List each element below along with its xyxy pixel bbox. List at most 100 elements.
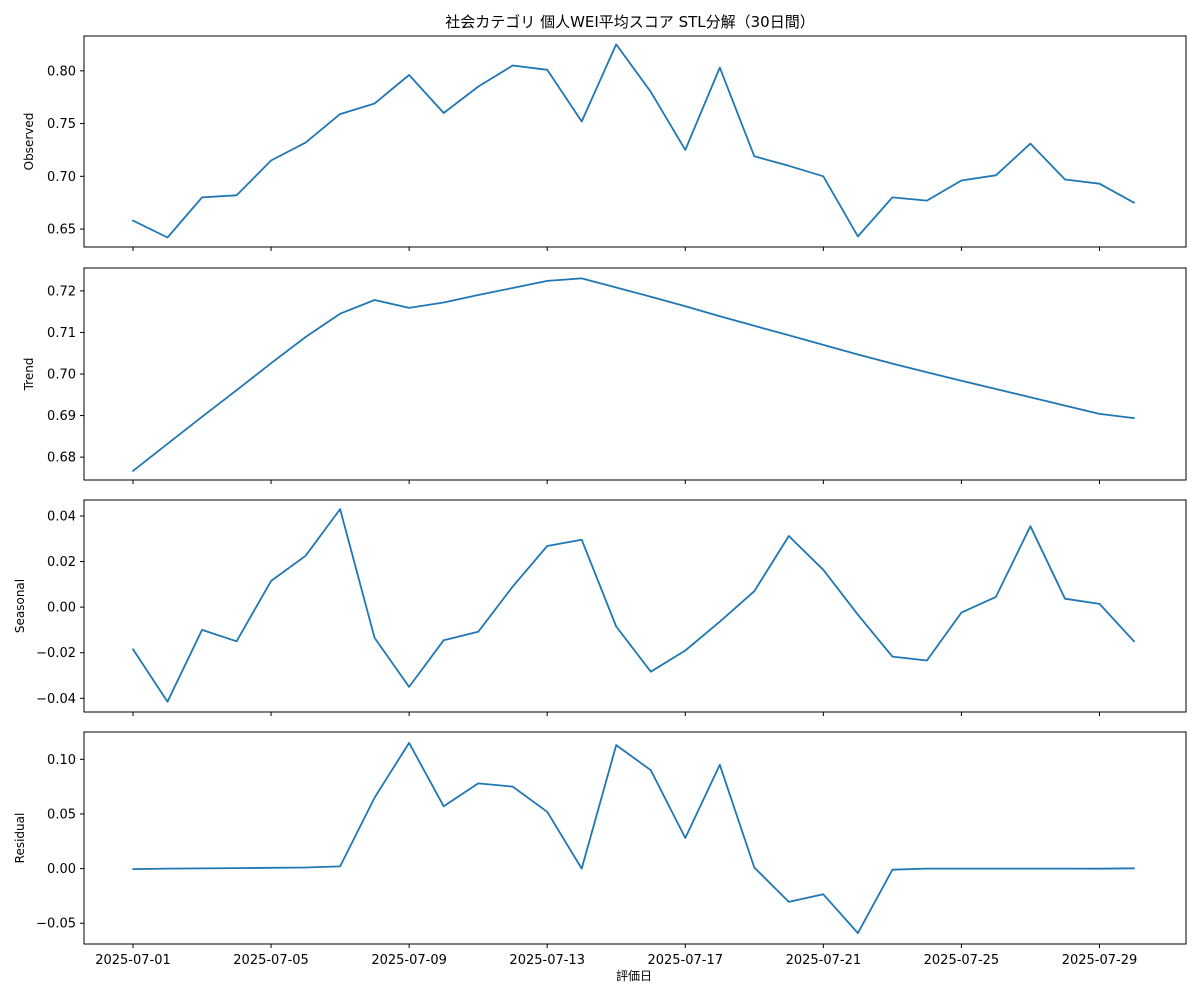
- data-point: [926, 868, 928, 870]
- data-point: [374, 299, 376, 301]
- data-point: [857, 614, 859, 616]
- data-point: [581, 277, 583, 279]
- data-point: [1064, 178, 1066, 180]
- data-point: [167, 701, 169, 703]
- data-point: [201, 196, 203, 198]
- x-tick-label: 2025-07-29: [1062, 953, 1138, 968]
- data-point: [684, 837, 686, 839]
- data-point: [512, 287, 514, 289]
- data-point: [270, 580, 272, 582]
- data-point: [339, 113, 341, 115]
- data-point: [1064, 868, 1066, 870]
- data-point: [995, 388, 997, 390]
- data-point: [719, 621, 721, 623]
- data-point: [788, 901, 790, 903]
- data-point: [305, 336, 307, 338]
- data-point: [581, 539, 583, 541]
- data-point: [581, 120, 583, 122]
- series-line-seasonal: [132, 508, 1135, 703]
- data-point: [443, 302, 445, 304]
- chart-title: 社会カテゴリ 個人WEI平均スコア STL分解（30日間）: [445, 13, 814, 31]
- y-tick-label: 0.80: [47, 64, 76, 79]
- y-tick-label: 0.70: [47, 368, 76, 383]
- data-point: [167, 443, 169, 445]
- data-point: [546, 69, 548, 71]
- data-point: [753, 325, 755, 327]
- data-point: [512, 586, 514, 588]
- y-axis-title: Residual: [13, 813, 27, 864]
- data-point: [167, 237, 169, 239]
- data-point: [926, 659, 928, 661]
- data-point: [995, 174, 997, 176]
- data-point: [236, 389, 238, 391]
- y-tick-label: −0.02: [36, 646, 76, 661]
- data-point: [201, 867, 203, 869]
- y-tick-label: 0.68: [47, 451, 76, 466]
- data-point: [615, 626, 617, 628]
- data-point: [1098, 603, 1100, 605]
- data-point: [926, 200, 928, 202]
- axes-frame: [83, 731, 1187, 945]
- data-point: [305, 142, 307, 144]
- data-point: [1098, 413, 1100, 415]
- series-line-residual: [132, 742, 1135, 934]
- data-point: [408, 74, 410, 76]
- y-tick-label: 0.71: [47, 326, 76, 341]
- data-point: [477, 86, 479, 88]
- data-point: [1029, 868, 1031, 870]
- data-point: [891, 869, 893, 871]
- data-point: [374, 103, 376, 105]
- series-line-trend: [132, 277, 1135, 472]
- data-point: [339, 313, 341, 315]
- data-point: [788, 535, 790, 537]
- data-point: [1064, 598, 1066, 600]
- data-point: [822, 893, 824, 895]
- data-point: [408, 742, 410, 744]
- panel-observed: 0.65 0.70 0.75 0.80 Observed: [22, 35, 1187, 251]
- data-point: [995, 868, 997, 870]
- data-point: [857, 353, 859, 355]
- data-point: [857, 235, 859, 237]
- data-point: [684, 305, 686, 307]
- data-point: [960, 612, 962, 614]
- data-point: [477, 631, 479, 633]
- series-line-observed: [132, 43, 1135, 239]
- y-tick-label: 0.69: [47, 409, 76, 424]
- data-point: [1133, 867, 1135, 869]
- data-point: [719, 67, 721, 69]
- data-point: [132, 868, 134, 870]
- data-point: [960, 180, 962, 182]
- x-tick-label: 2025-07-09: [371, 953, 447, 968]
- y-tick-label: 0.05: [47, 807, 76, 822]
- data-point: [753, 590, 755, 592]
- x-tick-label: 2025-07-21: [786, 953, 862, 968]
- data-point: [650, 296, 652, 298]
- data-point: [374, 797, 376, 799]
- axes-frame: [83, 35, 1187, 248]
- data-point: [305, 867, 307, 869]
- data-point: [650, 91, 652, 93]
- data-point: [995, 596, 997, 598]
- panel-residual: −0.05 0.00 0.05 0.10 Residual 2025-07-01 2025-…: [13, 731, 1187, 968]
- data-point: [1133, 640, 1135, 642]
- data-point: [305, 555, 307, 557]
- data-point: [132, 470, 134, 472]
- data-point: [581, 868, 583, 870]
- data-point: [167, 868, 169, 870]
- data-point: [822, 569, 824, 571]
- data-point: [788, 334, 790, 336]
- data-point: [443, 805, 445, 807]
- data-point: [822, 344, 824, 346]
- y-tick-label: 0.00: [47, 601, 76, 616]
- data-point: [477, 782, 479, 784]
- data-point: [1029, 396, 1031, 398]
- data-point: [891, 656, 893, 658]
- axes-frame: [83, 499, 1187, 713]
- y-tick-label: 0.65: [47, 223, 76, 238]
- data-point: [684, 149, 686, 151]
- data-point: [857, 932, 859, 934]
- data-point: [615, 744, 617, 746]
- axes-frame: [83, 267, 1187, 481]
- x-tick-label: 2025-07-05: [233, 953, 309, 968]
